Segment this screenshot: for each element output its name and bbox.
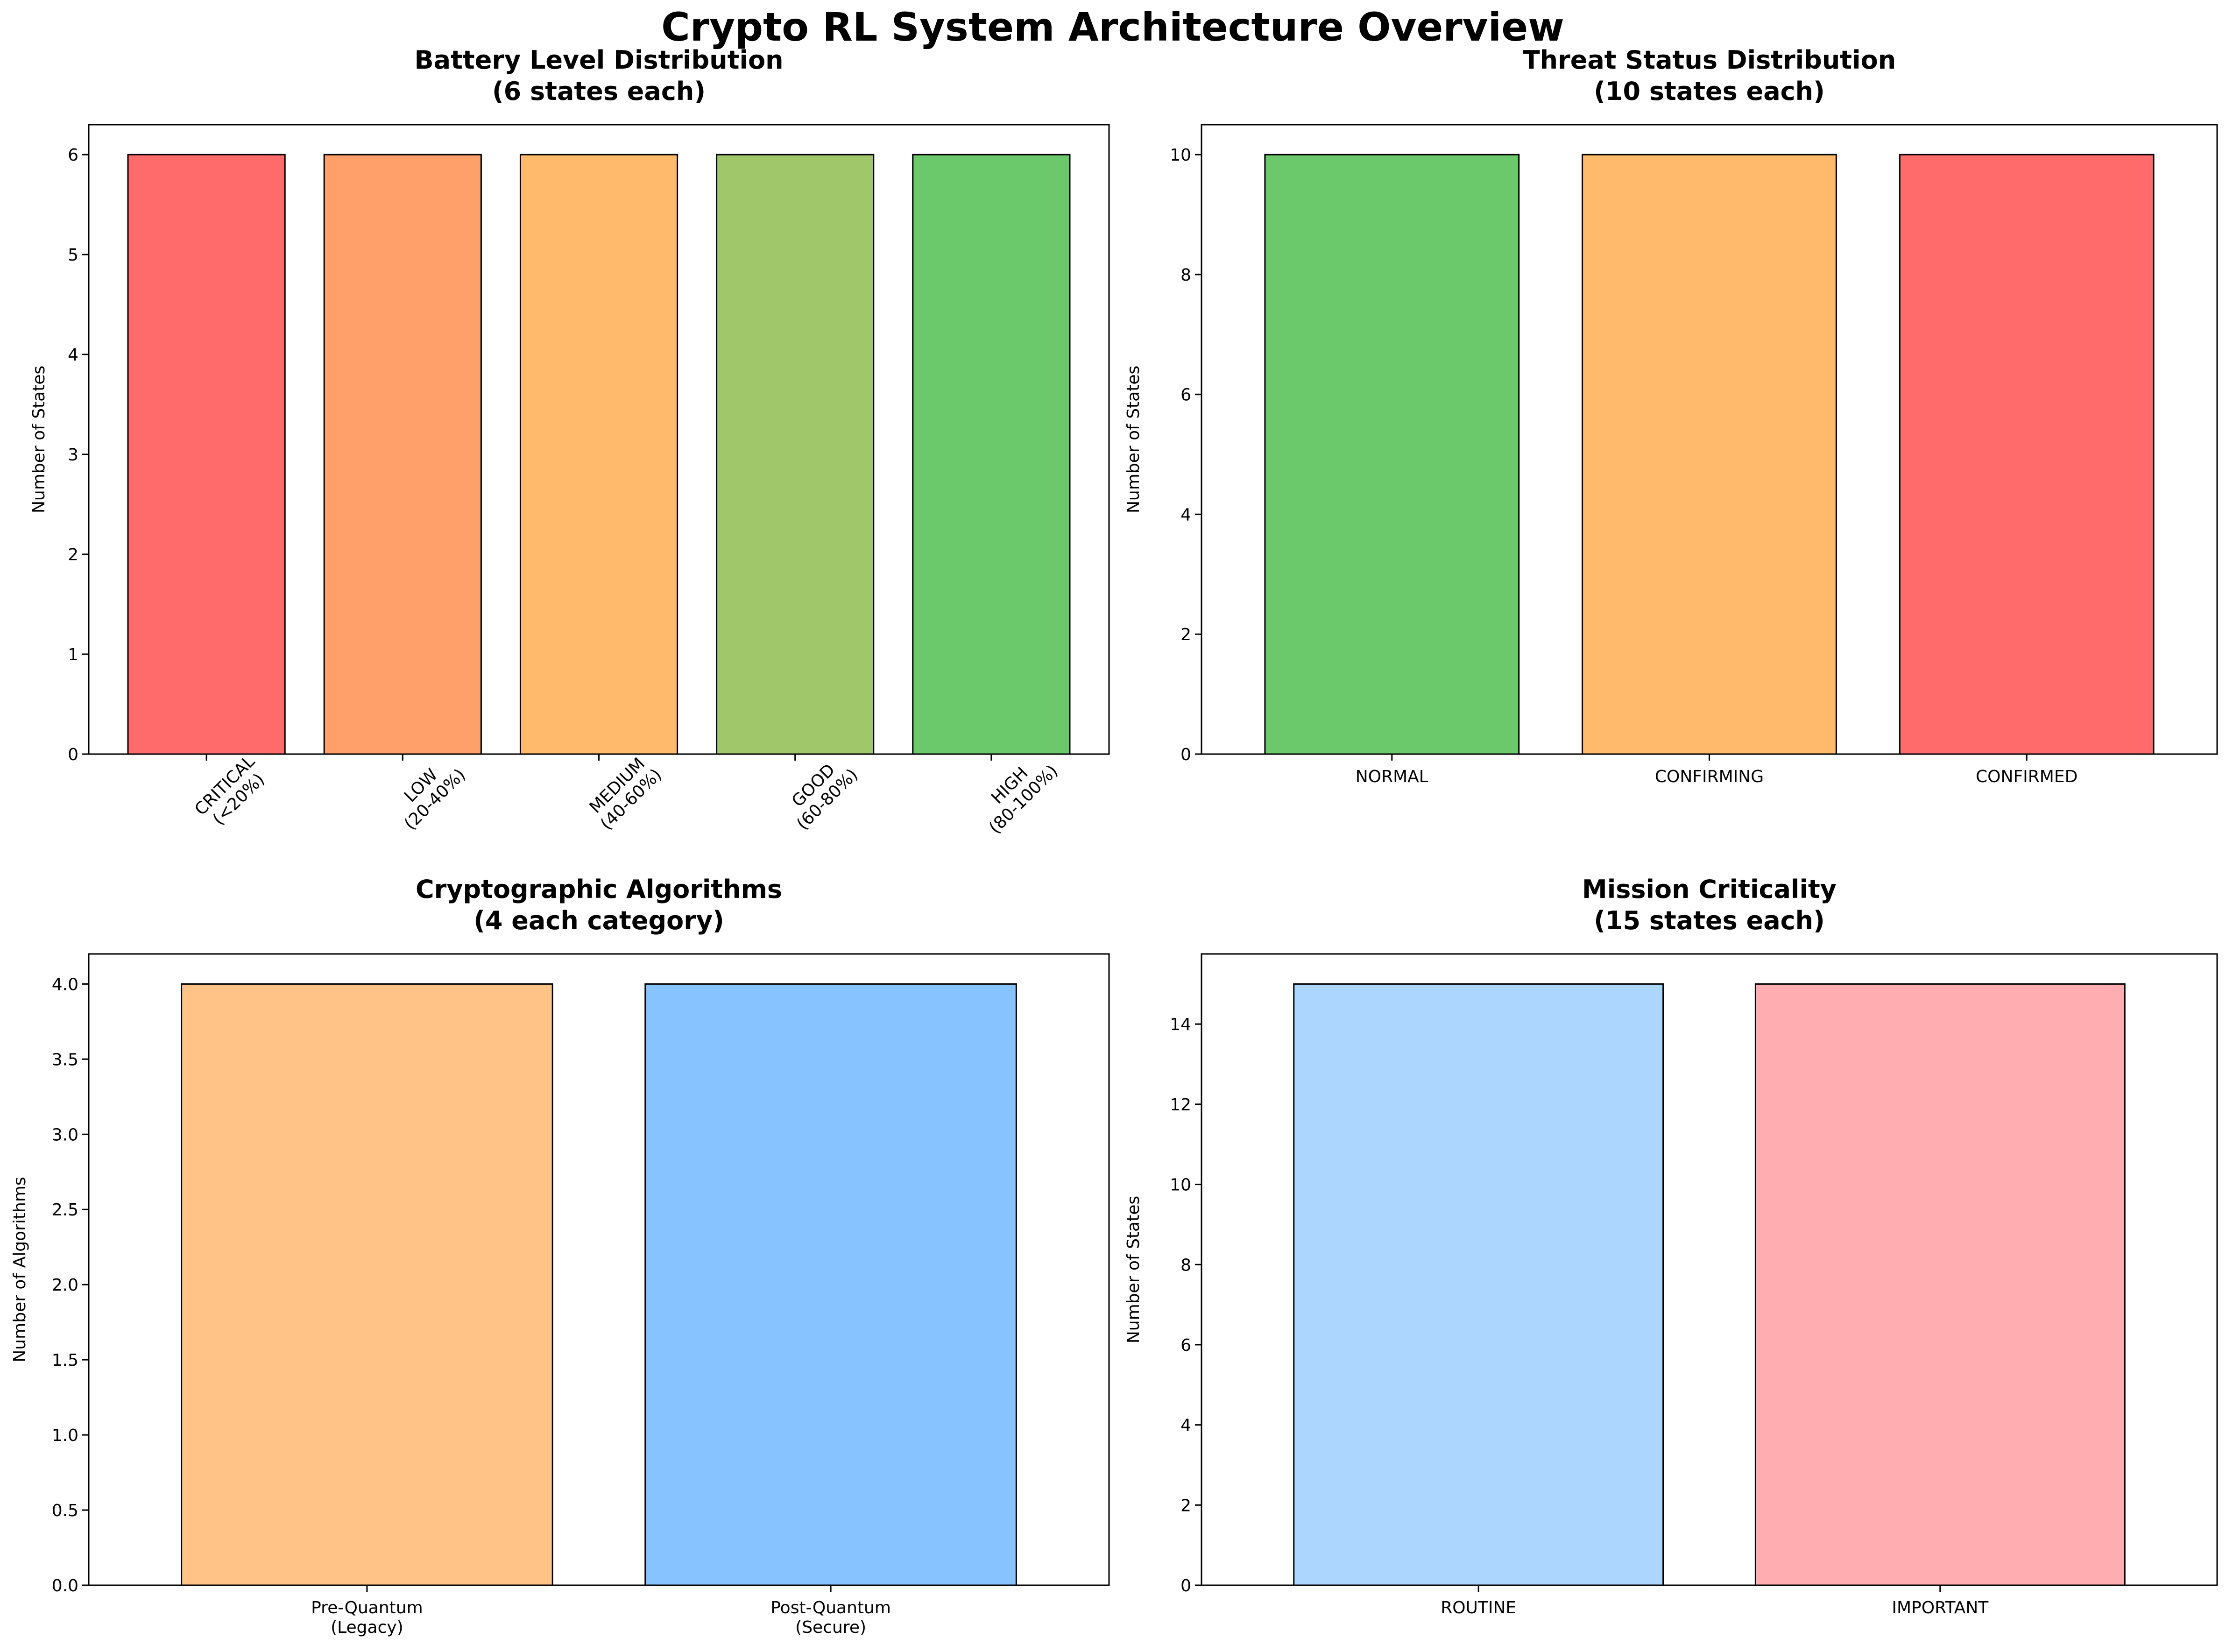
figure-title: Crypto RL System Architecture Overview	[661, 4, 1564, 50]
panel-title-line: Battery Level Distribution	[414, 45, 783, 75]
panel-title: Threat Status Distribution (10 states eac…	[1523, 45, 1896, 106]
panel-title-line: Threat Status Distribution	[1523, 45, 1896, 75]
y-tick-label: 4	[68, 346, 78, 365]
bar	[1293, 983, 1664, 1586]
y-tick-label: 0.0	[52, 1576, 78, 1596]
bar	[181, 983, 553, 1586]
y-tick-label: 6	[1180, 386, 1191, 405]
y-tick-label: 1.5	[52, 1351, 78, 1370]
bar	[1264, 154, 1520, 755]
panel-title-line: Mission Criticality	[1582, 875, 1837, 904]
y-tick-label: 10	[1170, 1176, 1191, 1195]
y-tick-label: 0	[1180, 1576, 1191, 1596]
y-tick-label: 2	[1180, 625, 1191, 644]
y-tick-label: 5	[68, 246, 78, 265]
axes-frame	[88, 953, 1110, 1586]
panel-title-line: (4 each category)	[473, 906, 724, 935]
bar	[323, 154, 482, 755]
panel-threat-status: Threat Status Distribution (10 states eac…	[1124, 45, 2218, 786]
y-axis-label: Number of States	[1124, 366, 1143, 513]
bar	[1582, 154, 1837, 755]
panel-title: Mission Criticality (15 states each)	[1582, 875, 1837, 935]
bar	[1754, 983, 2126, 1586]
y-tick-label: 0	[1180, 745, 1191, 764]
panel-battery-level: Battery Level Distribution (6 states each…	[29, 45, 1110, 838]
x-tick-label: CONFIRMED	[1976, 767, 2078, 786]
y-tick-label: 3.5	[52, 1050, 78, 1069]
y-tick-label: 10	[1170, 146, 1191, 165]
panel-mission-criticality: Mission Criticality (15 states each) 0 2 4 6 8…	[1124, 875, 2218, 1617]
y-tick-label: 1.0	[52, 1426, 78, 1445]
y-tick-label: 8	[1180, 266, 1191, 285]
y-tick-label: 4	[1180, 505, 1191, 524]
y-tick-label: 3	[68, 445, 78, 465]
bar	[716, 154, 875, 755]
bar	[912, 154, 1071, 755]
y-tick-label: 1	[68, 645, 78, 664]
y-axis-label: Number of Algorithms	[10, 1177, 29, 1362]
panel-title-line: (6 states each)	[492, 77, 706, 106]
panel-crypto-algorithms: Cryptographic Algorithms (4 each category…	[10, 875, 1110, 1637]
x-tick-label: ROUTINE	[1441, 1598, 1516, 1617]
axes-frame	[1201, 953, 2218, 1586]
x-tick-label: IMPORTANT	[1892, 1598, 1989, 1617]
y-tick-label: 12	[1170, 1095, 1191, 1115]
panel-title: Battery Level Distribution (6 states each…	[414, 45, 783, 106]
x-tick-label: NORMAL	[1356, 767, 1428, 786]
y-tick-label: 8	[1180, 1256, 1191, 1275]
y-tick-label: 2.0	[52, 1276, 78, 1295]
y-tick-label: 14	[1170, 1015, 1191, 1034]
y-tick-label: 2	[1180, 1496, 1191, 1515]
y-tick-label: 0	[68, 745, 78, 764]
x-tick-label: Post-Quantum (Secure)	[770, 1598, 891, 1637]
x-tick-label: Pre-Quantum (Legacy)	[311, 1598, 423, 1637]
y-axis-label: Number of States	[29, 366, 49, 513]
y-tick-label: 2.5	[52, 1200, 78, 1220]
bar	[127, 154, 286, 755]
y-tick-label: 0.5	[52, 1501, 78, 1520]
panel-title-line: (15 states each)	[1594, 906, 1825, 935]
panel-title-line: Cryptographic Algorithms	[416, 875, 782, 904]
x-tick-label: CONFIRMING	[1655, 767, 1764, 786]
y-tick-label: 6	[68, 146, 78, 165]
y-tick-label: 3.0	[52, 1125, 78, 1144]
bar	[519, 154, 678, 755]
bar	[1899, 154, 2155, 755]
y-tick-label: 2	[68, 545, 78, 565]
y-tick-label: 4.0	[52, 975, 78, 994]
y-tick-label: 6	[1180, 1336, 1191, 1355]
panel-title: Cryptographic Algorithms (4 each category…	[416, 875, 782, 935]
bar	[644, 983, 1017, 1586]
panel-title-line: (10 states each)	[1594, 77, 1825, 106]
y-tick-label: 4	[1180, 1416, 1191, 1435]
y-axis-label: Number of States	[1124, 1196, 1143, 1343]
